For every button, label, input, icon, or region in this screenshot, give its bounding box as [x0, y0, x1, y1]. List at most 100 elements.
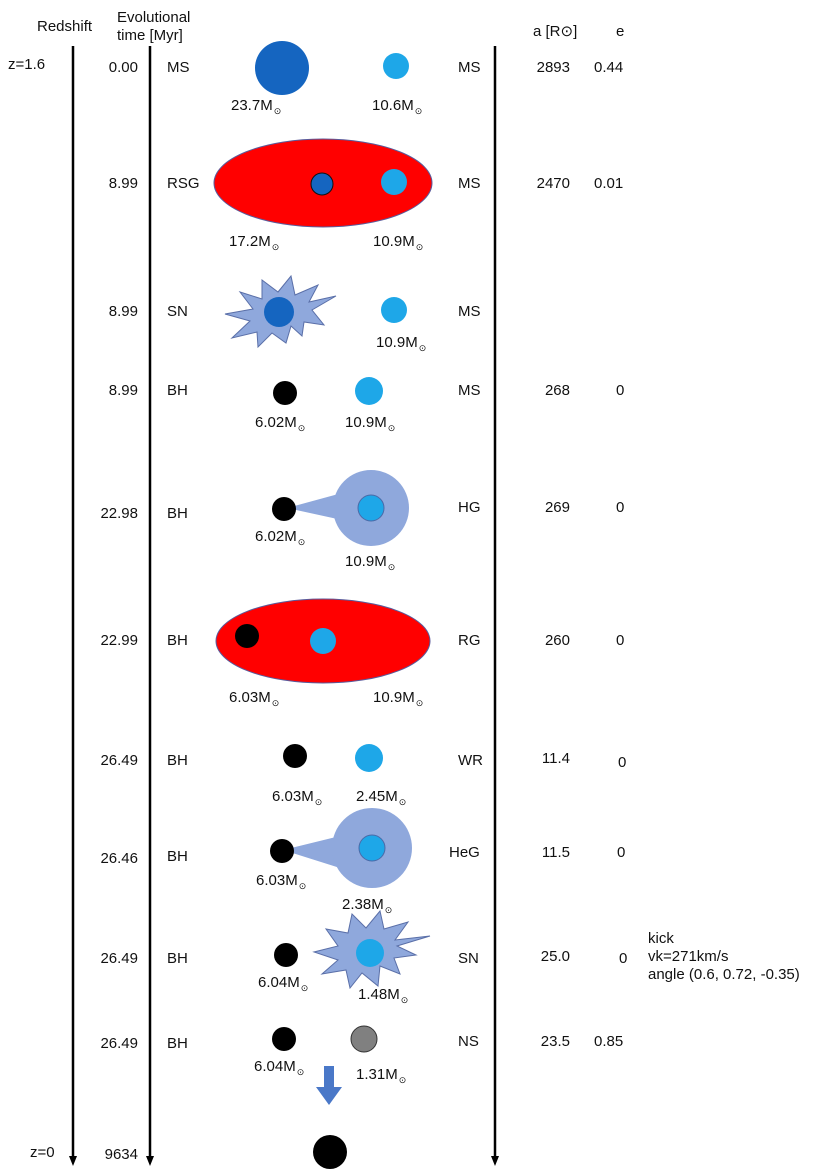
time-axis-arrowhead: [146, 1156, 154, 1166]
secondary-state: MS: [458, 382, 481, 399]
secondary-mass: 10.9M⊙: [376, 334, 427, 353]
secondary-state: MS: [458, 303, 481, 320]
secondary-ms-star: [383, 53, 409, 79]
black-hole: [273, 381, 297, 405]
secondary-state: WR: [458, 752, 483, 769]
primary-state: BH: [167, 382, 188, 399]
black-hole: [272, 497, 296, 521]
secondary-mass: 1.31M⊙: [356, 1066, 407, 1085]
primary-state: RSG: [167, 175, 200, 192]
secondary-mass: 10.9M⊙: [345, 553, 396, 572]
primary-mass: 6.04M⊙: [258, 974, 309, 993]
kick-angle: angle (0.6, 0.72, -0.35): [648, 966, 800, 983]
secondary-mass: 10.9M⊙: [373, 233, 424, 252]
separation-value: 260: [544, 632, 570, 649]
secondary-ms-star: [381, 169, 407, 195]
secondary-mass: 10.9M⊙: [345, 414, 396, 433]
secondary-state: HG: [458, 499, 481, 516]
primary-state: BH: [167, 1035, 188, 1052]
separation-value: 269: [544, 499, 570, 516]
state-axis-arrowhead: [491, 1156, 499, 1166]
secondary-state: MS: [458, 175, 481, 192]
separation-value: 268: [544, 382, 570, 399]
primary-state: BH: [167, 950, 188, 967]
separation-value: 25.0: [540, 948, 570, 965]
stage-time: 26.49: [100, 1035, 138, 1052]
eccentricity-value: 0: [617, 844, 626, 861]
kick-label: kick: [648, 930, 674, 947]
stage-time: 22.99: [100, 632, 138, 649]
mass-transfer-stream: [287, 493, 342, 520]
secondary-state: NS: [458, 1033, 479, 1050]
primary-state: BH: [167, 848, 188, 865]
neutron-star: [350, 1025, 378, 1053]
eccentricity-value: 0: [616, 499, 625, 516]
secondary-ms-star: [381, 297, 407, 323]
merger-remnant: [313, 1135, 347, 1169]
time-header-line1: Evolutional: [117, 9, 191, 26]
black-hole: [274, 943, 298, 967]
kick-velocity: vk=271km/s: [648, 948, 729, 965]
redshift-start-label: z=1.6: [8, 56, 46, 73]
primary-state: BH: [167, 505, 188, 522]
hg-donor-star: [357, 494, 385, 522]
rg-core: [310, 628, 336, 654]
eccentricity-value: 0: [618, 754, 627, 771]
separation-value: 23.5: [540, 1033, 570, 1050]
primary-state: SN: [167, 303, 188, 320]
exploding-star: [356, 939, 384, 967]
secondary-state: MS: [458, 59, 481, 76]
stage-time: 8.99: [108, 303, 138, 320]
time-header-line2: time [Myr]: [117, 27, 183, 44]
primary-mass: 6.03M⊙: [229, 689, 280, 708]
separation-value: 2470: [536, 175, 570, 192]
black-hole: [235, 624, 259, 648]
primary-state: BH: [167, 632, 188, 649]
stage-time: 26.49: [100, 752, 138, 769]
stage-time: 8.99: [108, 382, 138, 399]
primary-state: MS: [167, 59, 190, 76]
secondary-mass: 10.9M⊙: [373, 689, 424, 708]
mass-transfer-stream: [283, 836, 340, 868]
stage-time: 0.00: [108, 59, 138, 76]
redshift-end-label: z=0: [30, 1144, 55, 1161]
eccentricity-value: 0: [619, 950, 628, 967]
separation-header: a [R⊙]: [533, 23, 578, 40]
redshift-header: Redshift: [37, 18, 93, 35]
separation-value: 11.4: [541, 750, 570, 767]
redshift-axis-arrowhead: [69, 1156, 77, 1166]
secondary-state: RG: [458, 632, 481, 649]
black-hole: [283, 744, 307, 768]
stage-time: 8.99: [108, 175, 138, 192]
eccentricity-value: 0.44: [594, 59, 624, 76]
stage-time: 22.98: [100, 505, 138, 522]
separation-value: 2893: [536, 59, 570, 76]
secondary-state: SN: [458, 950, 479, 967]
wolf-rayet-star: [355, 744, 383, 772]
secondary-state: HeG: [449, 844, 480, 861]
final-time: 9634: [104, 1146, 138, 1163]
primary-mass: 6.02M⊙: [255, 528, 306, 547]
primary-state: BH: [167, 752, 188, 769]
eccentricity-header: e: [616, 23, 625, 40]
secondary-ms-star: [355, 377, 383, 405]
eccentricity-value: 0: [616, 382, 625, 399]
eccentricity-value: 0.85: [594, 1033, 624, 1050]
secondary-mass: 2.45M⊙: [356, 788, 407, 807]
secondary-mass: 1.48M⊙: [358, 986, 409, 1005]
black-hole: [272, 1027, 296, 1051]
secondary-mass: 2.38M⊙: [342, 896, 393, 915]
eccentricity-value: 0.01: [594, 175, 624, 192]
rsg-core: [310, 172, 334, 196]
primary-mass: 23.7M⊙: [231, 97, 282, 116]
primary-mass: 6.02M⊙: [255, 414, 306, 433]
primary-mass: 6.03M⊙: [272, 788, 323, 807]
eccentricity-value: 0: [616, 632, 625, 649]
heg-donor-star: [358, 834, 386, 862]
separation-value: 11.5: [541, 844, 570, 861]
stage-time: 26.49: [100, 950, 138, 967]
primary-mass: 17.2M⊙: [229, 233, 280, 252]
secondary-mass: 10.6M⊙: [372, 97, 423, 116]
primary-mass: 6.04M⊙: [254, 1058, 305, 1077]
